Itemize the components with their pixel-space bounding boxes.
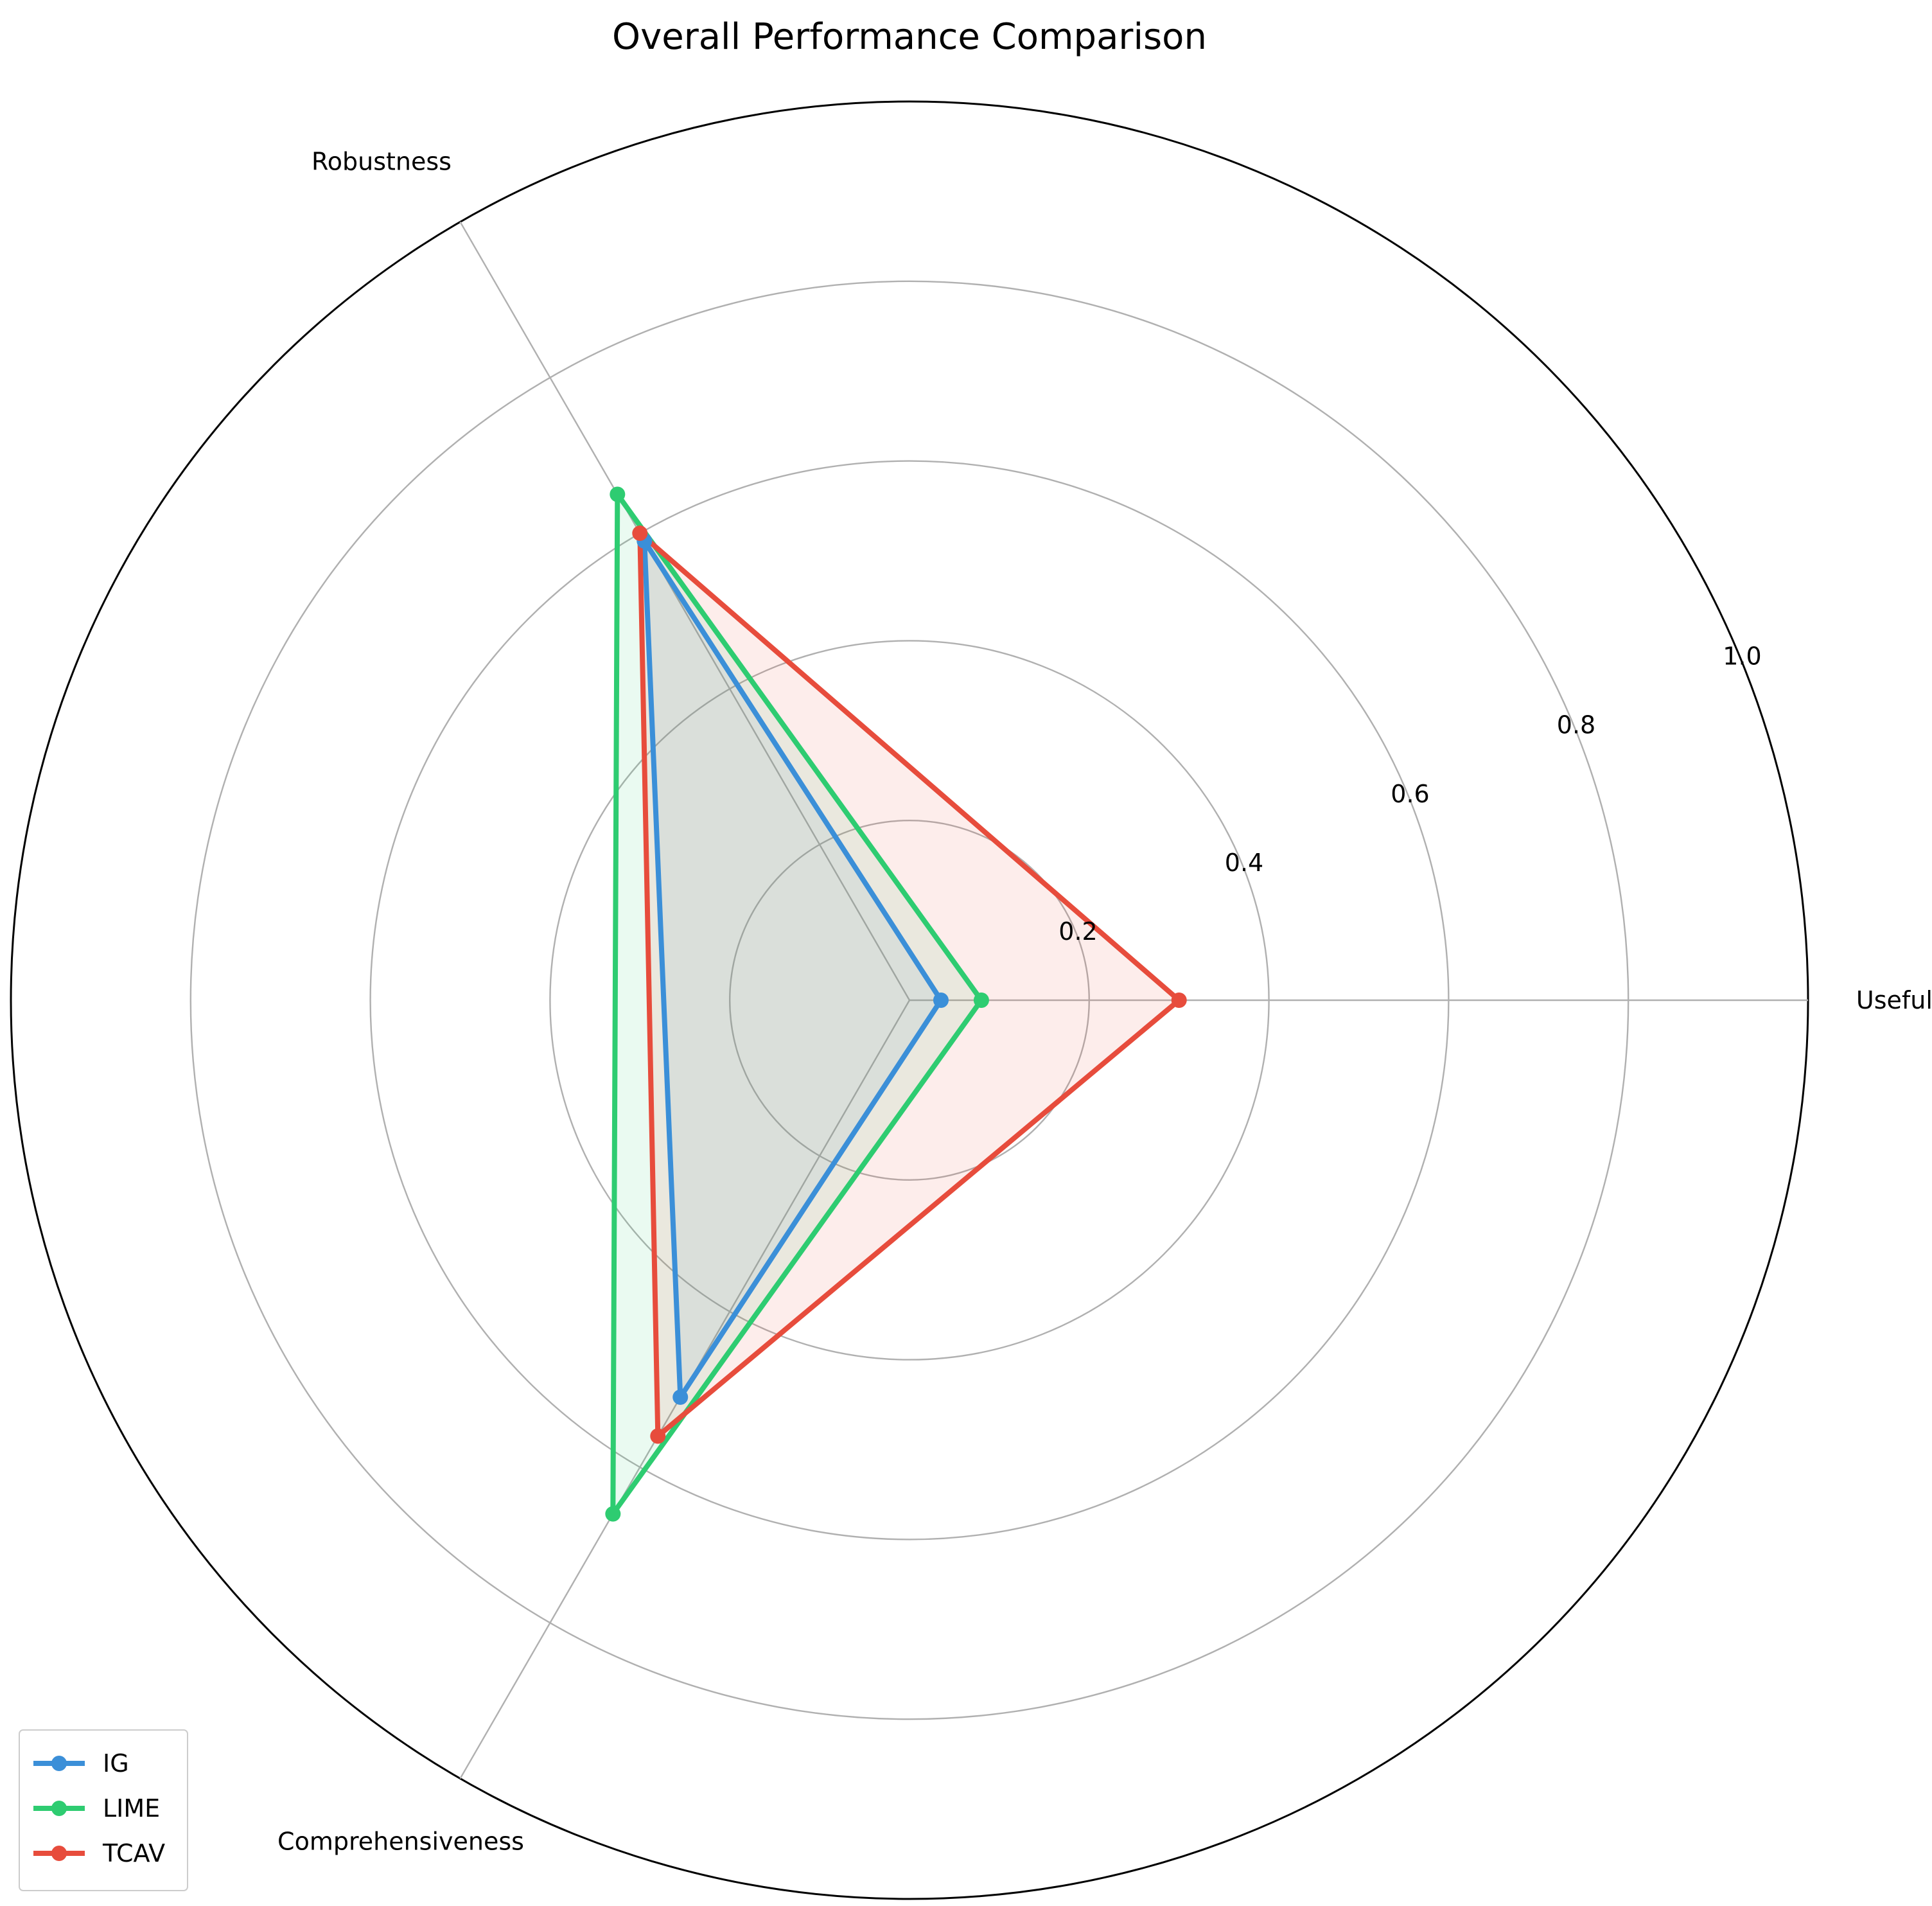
radial-tick-label: 0.2 <box>1058 917 1097 946</box>
series-fill-lime <box>613 494 981 1514</box>
radar-series <box>605 486 1187 1522</box>
series-fill-ig <box>644 541 941 1397</box>
series-line-ig <box>642 538 944 1400</box>
chart-title: Overall Performance Comparison <box>612 16 1207 58</box>
axis-label-usefulness: Usefulness <box>1856 986 1932 1014</box>
series-fill-tcav <box>640 533 1179 1436</box>
data-point-lime-robustness <box>610 486 626 502</box>
radial-tick-label: 0.4 <box>1225 849 1263 877</box>
series-line-lime <box>610 491 984 1517</box>
data-point-ig-usefulness <box>933 993 949 1008</box>
radial-tick-label: 0.8 <box>1557 711 1595 739</box>
axis-label-comprehensiveness: Comprehensiveness <box>277 1827 524 1855</box>
series-lines <box>610 491 1182 1517</box>
legend-marker-ig <box>51 1756 67 1771</box>
data-point-tcav-robustness <box>632 525 648 542</box>
series-line-tcav <box>637 531 1182 1439</box>
spoke-1 <box>459 221 911 1001</box>
series-fills <box>613 494 1179 1514</box>
data-point-lime-usefulness <box>973 993 989 1008</box>
radial-tick-label: 1.0 <box>1723 642 1761 671</box>
legend-entry-tcav: TCAV <box>33 1839 165 1867</box>
legend-label-lime: LIME <box>103 1794 160 1822</box>
legend-entry-ig: IG <box>33 1749 129 1778</box>
data-point-lime-comprehensiveness <box>605 1506 621 1522</box>
data-point-tcav-usefulness <box>1171 993 1187 1008</box>
axis-labels: Usefulness Robustness Comprehensiveness <box>277 148 1932 1856</box>
legend-label-ig: IG <box>103 1749 129 1778</box>
series-markers <box>605 486 1187 1522</box>
radial-tick-label: 0.6 <box>1391 780 1429 808</box>
legend: IG LIME TCAV <box>19 1729 188 1891</box>
legend-label-tcav: TCAV <box>102 1839 165 1867</box>
radial-tick-labels: 0.2 0.4 0.6 0.8 1.0 <box>1058 642 1761 946</box>
legend-marker-lime <box>51 1801 67 1816</box>
legend-entry-lime: LIME <box>33 1794 160 1822</box>
data-point-tcav-comprehensiveness <box>650 1428 666 1444</box>
legend-marker-tcav <box>51 1846 67 1861</box>
axis-label-robustness: Robustness <box>312 148 452 176</box>
data-point-ig-comprehensiveness <box>672 1389 689 1405</box>
